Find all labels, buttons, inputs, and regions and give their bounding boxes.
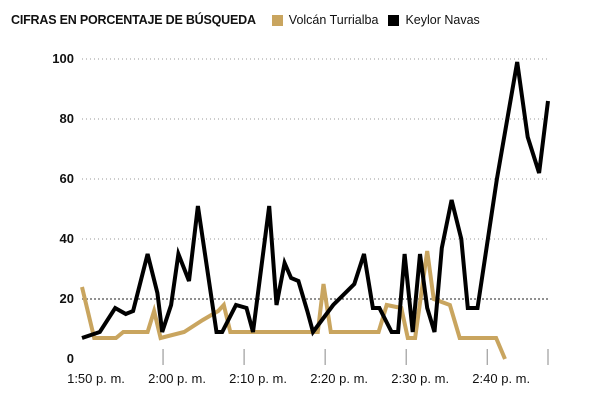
legend-label-volcan-turrialba: Volcán Turrialba <box>288 13 379 27</box>
y-tick-label-60: 60 <box>60 171 74 186</box>
legend-label-keylor-navas: Keylor Navas <box>405 13 480 27</box>
y-tick-label-20: 20 <box>60 291 74 306</box>
x-tick-label-0: 1:50 p. m. <box>67 371 125 386</box>
x-tick-label-3: 2:20 p. m. <box>310 371 368 386</box>
chart-legend: CIFRAS EN PORCENTAJE DE BÚSQUEDA Volcán … <box>11 11 490 29</box>
y-tick-label-40: 40 <box>60 231 74 246</box>
series-line-keylor-navas <box>81 61 550 340</box>
x-tick-label-1: 2:00 p. m. <box>148 371 206 386</box>
legend-swatch-volcan-turrialba <box>271 14 283 26</box>
y-tick-label-80: 80 <box>60 111 74 126</box>
x-tick-label-4: 2:30 p. m. <box>391 371 449 386</box>
legend-swatch-keylor-navas <box>388 14 400 26</box>
x-tick-label-5: 2:40 p. m. <box>472 371 530 386</box>
y-tick-label-100: 100 <box>52 51 74 66</box>
x-tick-label-2: 2:10 p. m. <box>229 371 287 386</box>
y-tick-label-0: 0 <box>67 351 74 366</box>
chart-title: CIFRAS EN PORCENTAJE DE BÚSQUEDA <box>11 13 256 27</box>
legend-item-volcan-turrialba: Volcán Turrialba <box>271 13 379 27</box>
series-line-volcan-turrialba <box>80 250 507 360</box>
legend-item-keylor-navas: Keylor Navas <box>388 13 480 27</box>
